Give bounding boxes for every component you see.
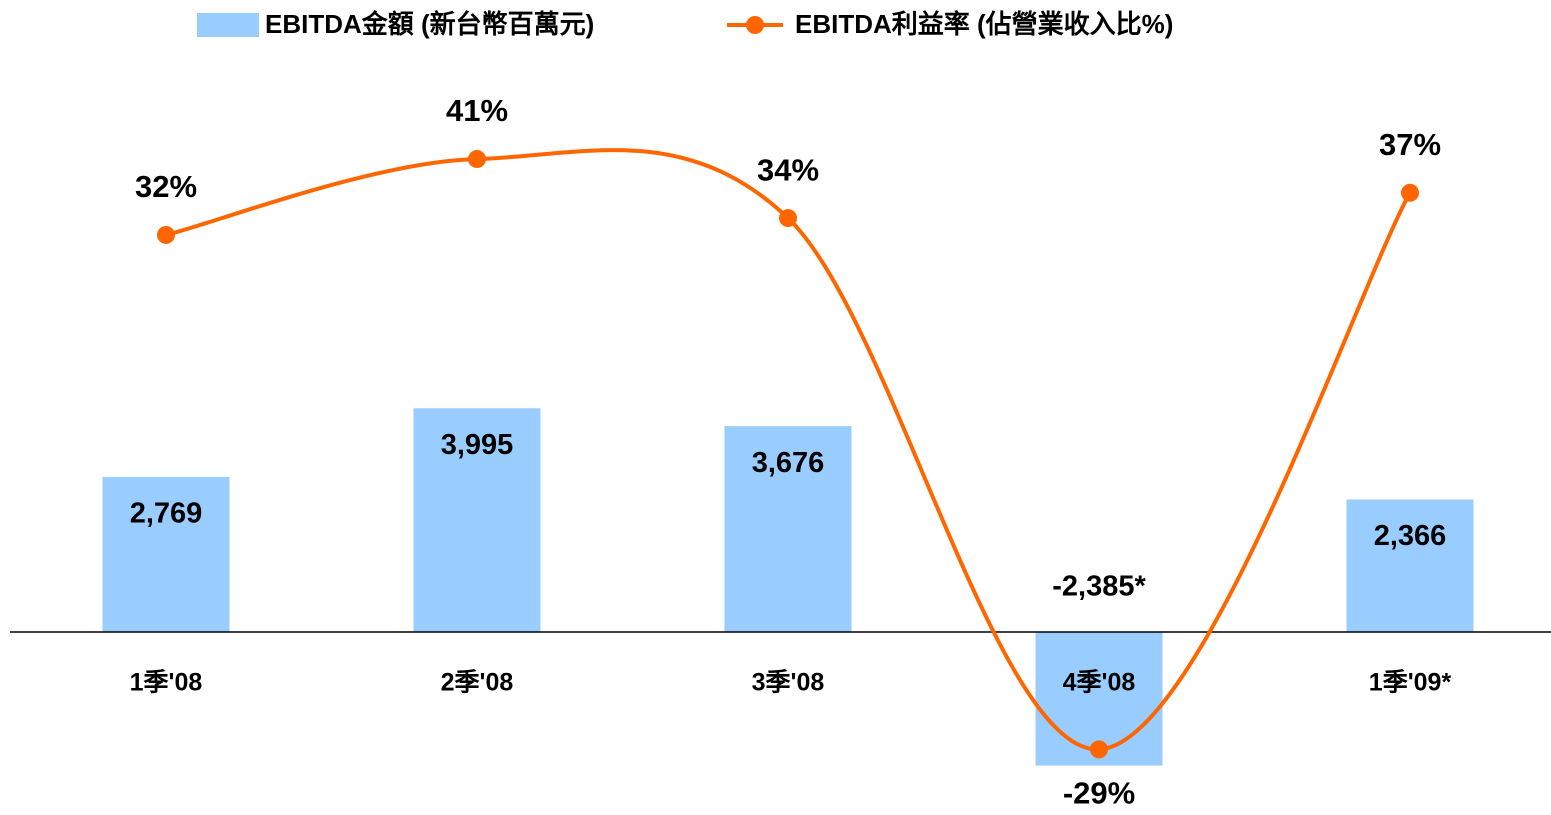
legend-label: EBITDA利益率 (佔營業收入比%) [795, 9, 1173, 39]
x-tick-label: 1季'08 [130, 669, 203, 697]
line-marker [1090, 740, 1108, 759]
bar-label: -2,385* [1052, 571, 1146, 603]
line-label: -29% [1063, 776, 1135, 811]
line-marker [779, 209, 797, 228]
x-tick-label: 2季'08 [441, 669, 514, 697]
line-label: 32% [135, 169, 197, 204]
line-marker [157, 225, 175, 244]
line-marker [468, 150, 486, 169]
legend-swatch [746, 16, 764, 34]
x-tick-label: 1季'09* [1369, 669, 1452, 697]
bar [1346, 499, 1474, 632]
legend-swatch [197, 13, 259, 37]
bar-label: 3,676 [752, 447, 825, 479]
line-marker [1401, 183, 1419, 202]
x-tick-label: 4季'08 [1063, 669, 1136, 697]
bar-label: 3,995 [441, 429, 514, 461]
bar-label: 2,366 [1374, 520, 1447, 552]
line-label: 34% [757, 152, 819, 187]
bar-label: 2,769 [130, 498, 203, 530]
x-tick-label: 3季'08 [752, 669, 825, 697]
bar [724, 426, 852, 632]
line-label: 41% [446, 93, 508, 128]
bar [102, 476, 230, 632]
bar [413, 408, 541, 632]
line-label: 37% [1379, 127, 1441, 162]
legend-label: EBITDA金額 (新台幣百萬元) [265, 9, 594, 39]
line [165, 148, 1412, 752]
